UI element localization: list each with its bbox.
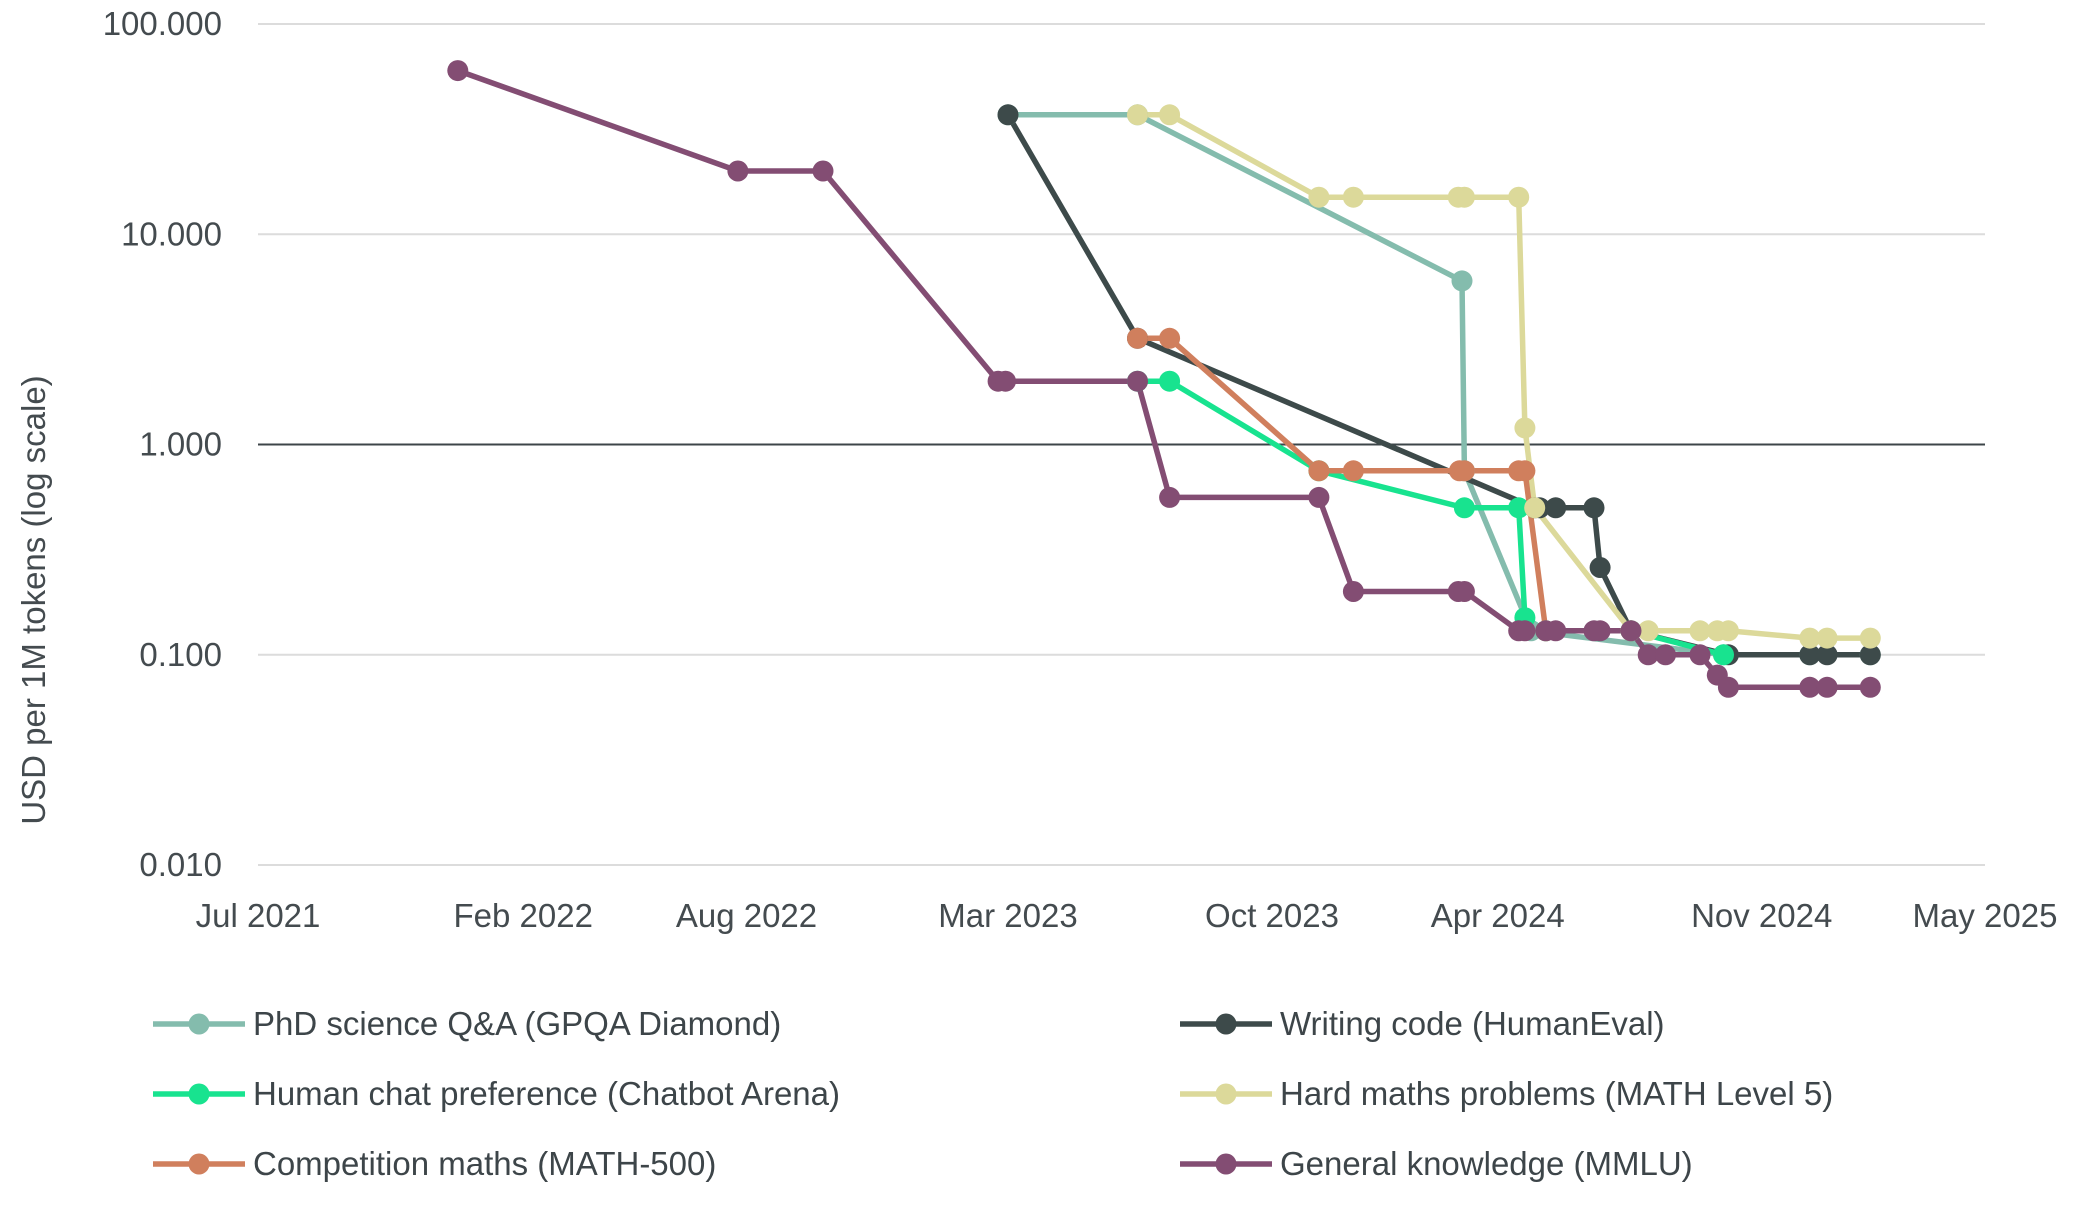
data-point-5	[1453, 581, 1475, 602]
data-point-5	[1342, 581, 1364, 602]
data-point-5	[1655, 644, 1676, 666]
data-point-5	[1859, 676, 1881, 698]
data-point-4	[1342, 460, 1364, 482]
data-point-5	[1799, 676, 1821, 698]
data-point-3	[1159, 104, 1181, 126]
y-tick-label: 1.000	[139, 426, 222, 463]
data-point-1	[1816, 644, 1838, 666]
series-line-2	[1137, 378, 1725, 658]
legend-swatch-marker	[188, 1083, 210, 1105]
data-point-4	[1514, 460, 1536, 482]
legend-label: Competition maths (MATH-500)	[253, 1145, 716, 1182]
data-point-5	[447, 60, 469, 82]
legend-label: General knowledge (MMLU)	[1280, 1145, 1693, 1182]
data-point-1	[1583, 497, 1605, 519]
y-axis-title: USD per 1M tokens (log scale)	[15, 375, 52, 824]
data-point-2	[1159, 370, 1181, 392]
data-point-3	[1508, 186, 1530, 208]
data-point-1	[1589, 557, 1611, 578]
y-tick-label: 100.000	[103, 5, 222, 42]
data-point-4	[1453, 460, 1475, 482]
legend-item: Human chat preference (Chatbot Arena)	[153, 1075, 840, 1112]
legend: PhD science Q&A (GPQA Diamond) Writing co…	[153, 1005, 1833, 1182]
data-point-3	[1799, 627, 1821, 649]
x-tick-label: Oct 2023	[1205, 897, 1339, 934]
legend-label: Hard maths problems (MATH Level 5)	[1280, 1075, 1833, 1112]
data-point-1	[997, 104, 1019, 126]
data-point-5	[1589, 620, 1611, 642]
data-point-5	[995, 370, 1016, 392]
data-point-5	[727, 160, 749, 182]
data-point-2	[1713, 644, 1734, 666]
data-point-4	[1308, 460, 1330, 482]
data-point-5	[1620, 620, 1642, 642]
data-point-2	[1508, 497, 1530, 519]
data-point-3	[1637, 620, 1659, 642]
data-point-1	[1859, 644, 1881, 666]
legend-item: Hard maths problems (MATH Level 5)	[1180, 1075, 1833, 1112]
legend-swatch-marker	[1215, 1083, 1237, 1105]
y-tick-label: 0.010	[139, 846, 222, 883]
data-point-1	[1799, 644, 1821, 666]
legend-swatch-marker	[188, 1013, 210, 1035]
legend-swatch-marker	[1215, 1153, 1237, 1175]
data-point-5	[812, 160, 834, 182]
x-tick-label: Aug 2022	[676, 897, 817, 934]
data-point-5	[1545, 620, 1567, 642]
data-point-5	[1689, 644, 1711, 666]
data-point-1	[1545, 497, 1567, 519]
x-tick-label: Mar 2023	[938, 897, 1077, 934]
data-point-3	[1127, 104, 1148, 126]
data-point-5	[1816, 676, 1838, 698]
legend-label: Human chat preference (Chatbot Arena)	[253, 1075, 840, 1112]
legend-swatch-marker	[188, 1153, 210, 1175]
x-tick-label: Feb 2022	[453, 897, 592, 934]
x-axis-ticks: Jul 2021 Feb 2022 Aug 2022 Mar 2023 Oct 2023…	[196, 897, 2058, 934]
data-point-3	[1514, 417, 1536, 439]
legend-label: Writing code (HumanEval)	[1280, 1005, 1665, 1042]
data-point-3	[1689, 620, 1711, 642]
y-axis-ticks: 0.010 0.100 1.000 10.000 100.000	[103, 5, 222, 883]
y-tick-label: 10.000	[121, 215, 222, 252]
data-point-5	[1159, 486, 1181, 508]
legend-item: PhD science Q&A (GPQA Diamond)	[153, 1005, 781, 1042]
legend-label: PhD science Q&A (GPQA Diamond)	[253, 1005, 781, 1042]
data-point-5	[1308, 486, 1330, 508]
data-point-0	[1451, 270, 1473, 292]
legend-item: Competition maths (MATH-500)	[153, 1145, 716, 1182]
series-points	[447, 60, 1881, 698]
data-point-4	[1127, 327, 1148, 349]
data-point-3	[1308, 186, 1330, 208]
x-tick-label: Nov 2024	[1691, 897, 1832, 934]
data-point-5	[1717, 676, 1739, 698]
x-tick-label: Jul 2021	[196, 897, 321, 934]
data-point-3	[1524, 497, 1546, 519]
legend-item: General knowledge (MMLU)	[1180, 1145, 1693, 1182]
data-point-5	[1514, 620, 1536, 642]
y-tick-label: 0.100	[139, 636, 222, 673]
data-point-4	[1159, 327, 1181, 349]
data-point-3	[1816, 627, 1838, 649]
data-point-3	[1342, 186, 1364, 208]
data-point-5	[1637, 644, 1659, 666]
data-point-5	[1127, 370, 1148, 392]
legend-swatch-marker	[1215, 1013, 1237, 1035]
x-tick-label: Apr 2024	[1431, 897, 1565, 934]
data-point-2	[1453, 497, 1475, 519]
legend-item: Writing code (HumanEval)	[1180, 1005, 1665, 1042]
data-point-3	[1717, 620, 1739, 642]
x-tick-label: May 2025	[1913, 897, 2058, 934]
data-point-3	[1859, 627, 1881, 649]
data-point-3	[1453, 186, 1475, 208]
